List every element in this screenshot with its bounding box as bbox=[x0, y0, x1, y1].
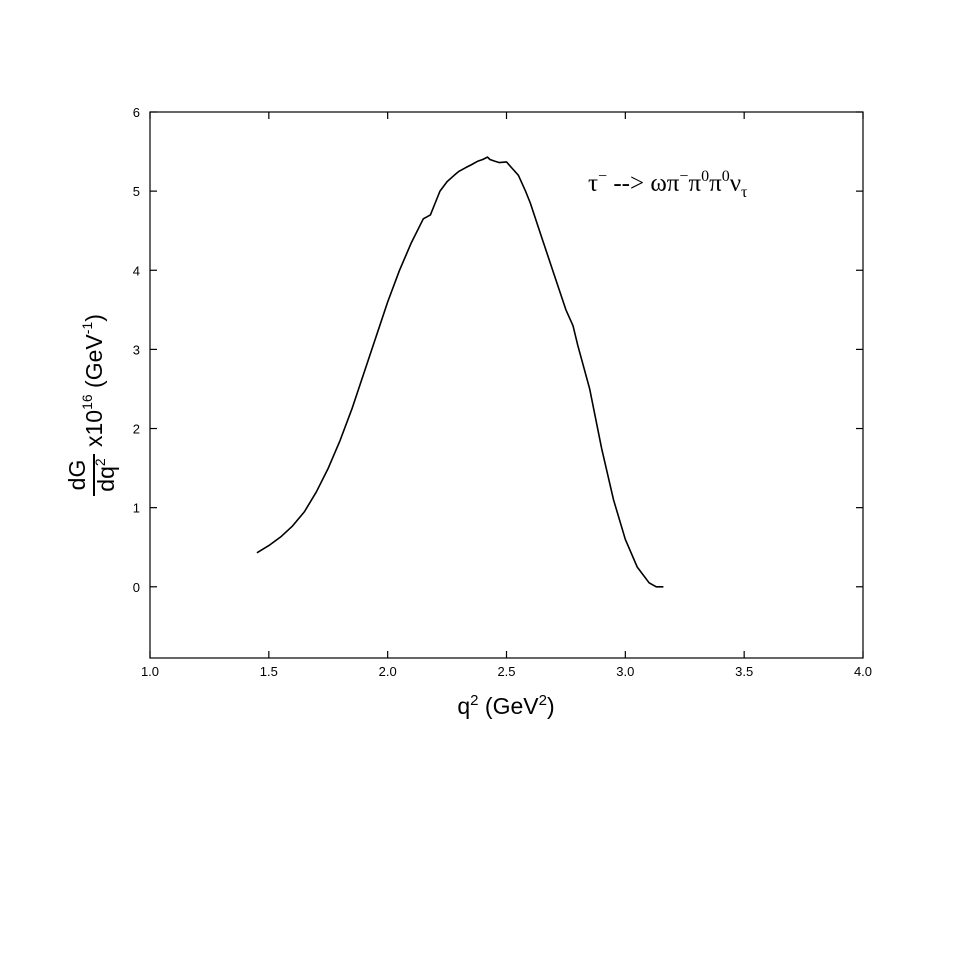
y-tick-label: 2 bbox=[133, 422, 140, 437]
y-tick-label: 0 bbox=[133, 580, 140, 595]
y-tick-label: 6 bbox=[133, 105, 140, 120]
series-line bbox=[256, 156, 664, 588]
y-frac-numerator: dG bbox=[64, 460, 90, 491]
axis-ticks bbox=[149, 111, 864, 658]
y-tick-label: 4 bbox=[133, 263, 140, 278]
x-tick-label: 1.5 bbox=[260, 664, 278, 679]
y-tick-label: 3 bbox=[133, 342, 140, 357]
x-tick-label: 3.5 bbox=[735, 664, 753, 679]
x-axis-title: q2 (GeV2) bbox=[457, 692, 554, 719]
y-axis-title: dG dq2 x1016 (GeV-1) bbox=[64, 314, 119, 496]
x-tick-label: 2.5 bbox=[497, 664, 515, 679]
tick-labels: 1.0 1.5 2.0 2.5 3.0 3.5 4.0 0 1 2 3 4 5 6 bbox=[133, 105, 872, 679]
y-frac-denominator: dq2 bbox=[92, 458, 119, 492]
plot-frame bbox=[149, 111, 864, 659]
y-tick-label: 1 bbox=[133, 501, 140, 516]
x-tick-label: 3.0 bbox=[616, 664, 634, 679]
y-tick-label: 5 bbox=[133, 184, 140, 199]
x-tick-label: 4.0 bbox=[854, 664, 872, 679]
y-axis-title-rest: x1016 (GeV-1) bbox=[79, 314, 107, 447]
x-tick-label: 1.0 bbox=[141, 664, 159, 679]
x-tick-label: 2.0 bbox=[379, 664, 397, 679]
decay-annotation: τ− --> ωπ−π0π0ντ bbox=[588, 168, 748, 201]
